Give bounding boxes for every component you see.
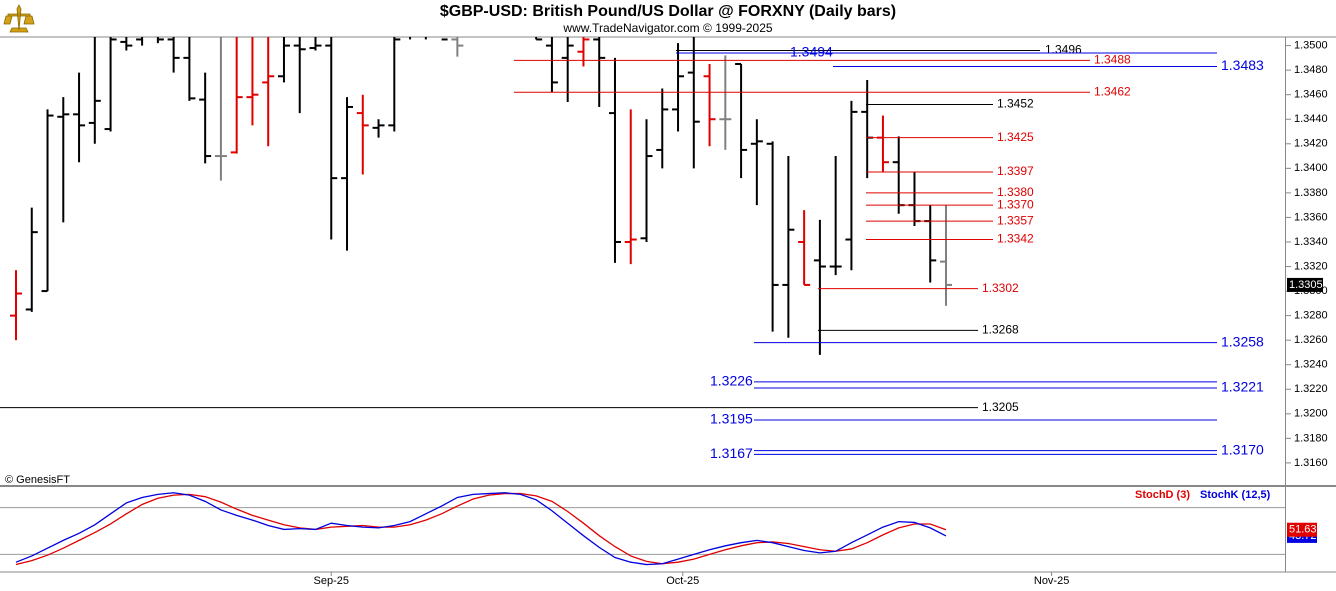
stoch-line xyxy=(15,492,947,566)
level-label: 1.3357 xyxy=(997,213,1034,227)
y-tick-label: 1.3280 xyxy=(1294,310,1328,322)
last-value-label: 51.63 xyxy=(1289,524,1317,536)
last-price-label: 1.3305 xyxy=(1289,279,1323,291)
level-label: 1.3380 xyxy=(997,185,1034,199)
chart-subtitle: www.TradeNavigator.com © 1999-2025 xyxy=(562,21,772,35)
y-tick-label: 1.3240 xyxy=(1294,359,1328,371)
level-label: 1.3302 xyxy=(982,281,1019,295)
level-label: 1.3205 xyxy=(982,400,1019,414)
y-tick-label: 1.3500 xyxy=(1294,39,1328,51)
level-label: 1.3226 xyxy=(710,373,753,389)
y-tick-label: 1.3180 xyxy=(1294,432,1328,444)
logo xyxy=(3,4,35,33)
last-price-box xyxy=(1287,277,1323,292)
level-label: 1.3342 xyxy=(997,232,1034,246)
x-tick-label: Nov-25 xyxy=(1034,575,1069,587)
level-label: 1.3258 xyxy=(1221,333,1264,349)
price-plot xyxy=(10,37,952,355)
legend-entry: StochK (12,5) xyxy=(1200,489,1271,501)
level-label: 1.3195 xyxy=(710,411,753,427)
y-tick-label: 1.3380 xyxy=(1294,187,1328,199)
y-tick-label: 1.3220 xyxy=(1294,383,1328,395)
level-label: 1.3483 xyxy=(1221,57,1264,73)
y-tick-label: 1.3160 xyxy=(1294,457,1328,469)
chart-title: $GBP-USD: British Pound/US Dollar @ FORX… xyxy=(440,3,896,20)
y-tick-label: 1.3340 xyxy=(1294,236,1328,248)
y-tick-label: 1.3460 xyxy=(1294,89,1328,101)
last-value-box xyxy=(1287,522,1317,537)
copyright: © GenesisFT xyxy=(5,474,70,486)
level-label: 1.3221 xyxy=(1221,379,1264,395)
x-tick-label: Sep-25 xyxy=(314,575,349,587)
y-tick-label: 1.3480 xyxy=(1294,64,1328,76)
level-label: 1.3488 xyxy=(1094,52,1131,66)
level-label: 1.3170 xyxy=(1221,441,1264,457)
level-label: 1.3452 xyxy=(997,97,1034,111)
y-tick-label: 1.3440 xyxy=(1294,113,1328,125)
level-label: 1.3425 xyxy=(997,130,1034,144)
stoch-plot xyxy=(15,492,947,566)
y-tick-label: 1.3200 xyxy=(1294,408,1328,420)
level-label: 1.3462 xyxy=(1094,84,1131,98)
y-tick-label: 1.3260 xyxy=(1294,334,1328,346)
y-tick-label: 1.3360 xyxy=(1294,211,1328,223)
level-label: 1.3496 xyxy=(1045,43,1082,57)
y-tick-label: 1.3320 xyxy=(1294,260,1328,272)
level-label: 1.3167 xyxy=(710,445,753,461)
legend-entry: StochD (3) xyxy=(1135,489,1190,501)
level-label: 1.3268 xyxy=(982,323,1019,337)
level-label: 1.3494 xyxy=(790,44,833,60)
y-tick-label: 1.3420 xyxy=(1294,138,1328,150)
stoch-line xyxy=(15,492,947,566)
y-tick-label: 1.3400 xyxy=(1294,162,1328,174)
level-label: 1.3370 xyxy=(997,197,1034,211)
level-label: 1.3397 xyxy=(997,164,1034,178)
x-tick-label: Oct-25 xyxy=(666,575,699,587)
